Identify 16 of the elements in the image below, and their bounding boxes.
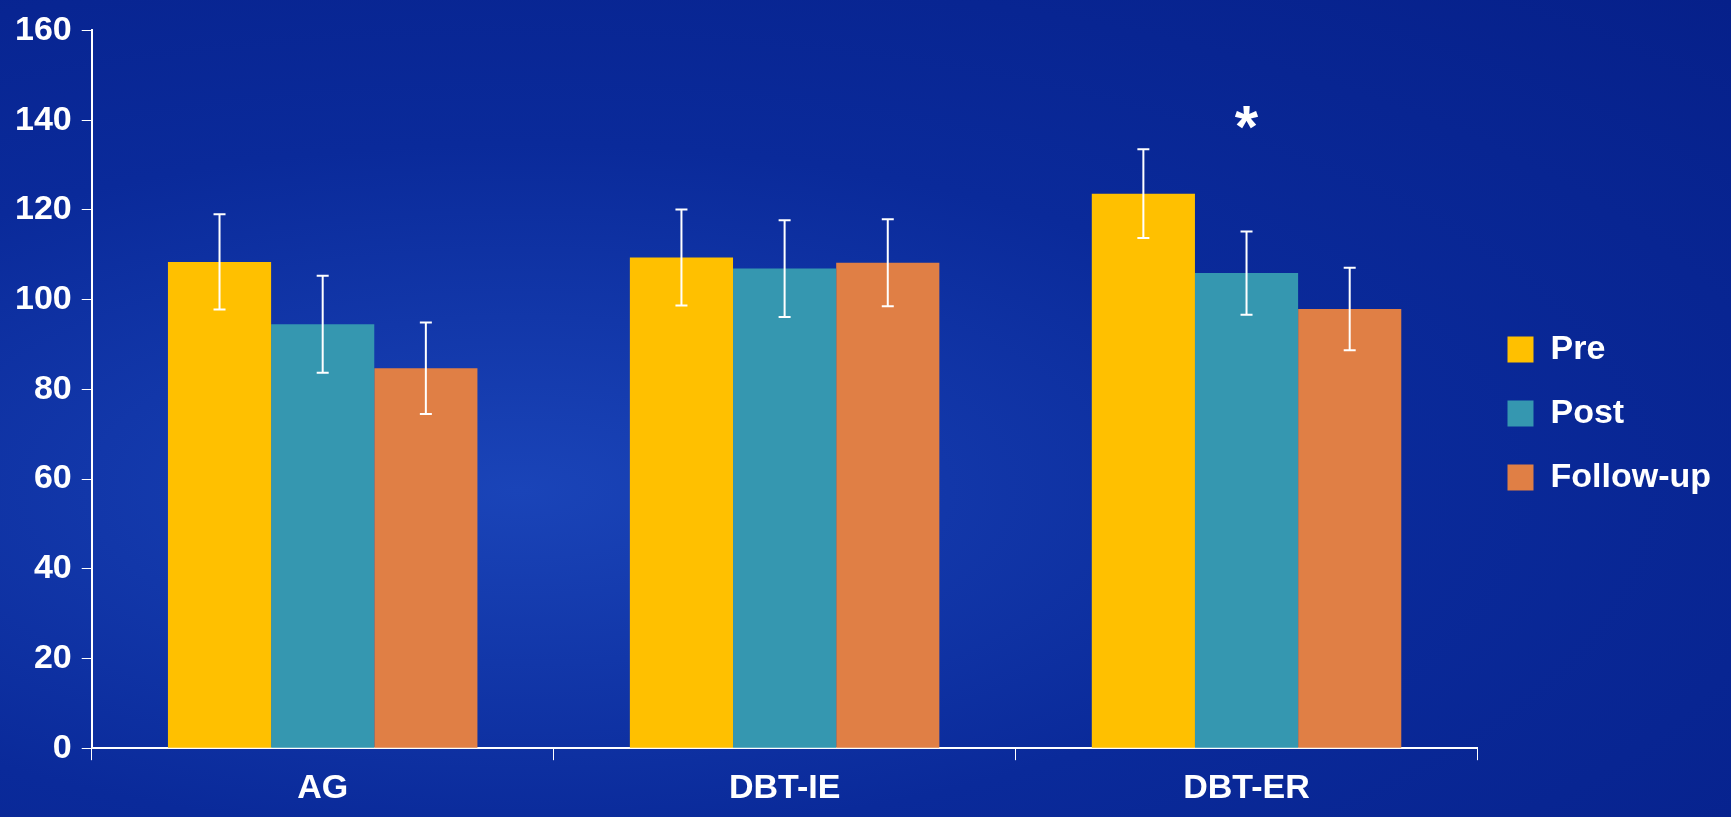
x-tick-label: DBT-IE	[728, 766, 841, 805]
legend-label: Post	[1550, 391, 1625, 430]
y-tick-label: 80	[33, 367, 72, 406]
x-tick-label: AG	[297, 766, 349, 805]
y-tick-label: 60	[33, 457, 72, 496]
y-tick-label: 140	[14, 98, 72, 137]
x-tick-label: DBT-ER	[1183, 766, 1310, 805]
y-tick-label: 160	[14, 8, 72, 47]
y-tick-label: 120	[14, 188, 72, 227]
y-tick-label: 20	[33, 636, 72, 675]
y-tick-label: 0	[52, 726, 72, 765]
annotation: *	[1234, 93, 1259, 161]
legend-label: Follow-up	[1550, 455, 1712, 494]
y-tick-label: 100	[14, 277, 72, 316]
y-tick-label: 40	[33, 547, 72, 586]
legend-label: Pre	[1550, 327, 1606, 366]
